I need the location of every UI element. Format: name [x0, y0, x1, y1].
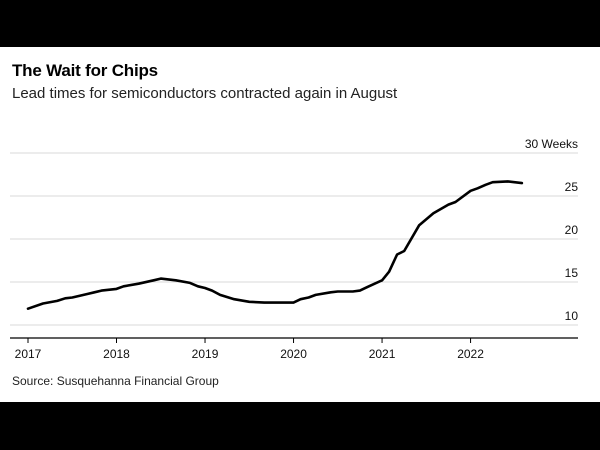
y-axis-tick-labels: 10 15 20 25 30 Weeks: [525, 137, 578, 323]
x-tick-label-2022: 2022: [457, 347, 484, 361]
y-unit-label: 30 Weeks: [525, 137, 578, 151]
gridlines: [10, 152, 578, 326]
line-chart: 10 15 20 25 30 Weeks 2017 2018 2019 2020 2021 202…: [10, 137, 578, 361]
x-tick-label-2019: 2019: [192, 347, 219, 361]
series-layer: [26, 180, 524, 311]
x-tick-label-2018: 2018: [103, 347, 130, 361]
series-line-0: [26, 180, 524, 311]
x-tick-label-2021: 2021: [369, 347, 396, 361]
chart-panel: The Wait for Chips Lead times for semico…: [0, 47, 600, 402]
chart-title: The Wait for Chips: [12, 61, 158, 80]
y-tick-label-25: 25: [565, 180, 579, 194]
x-axis-tick-labels: 2017 2018 2019 2020 2021 2022: [15, 347, 485, 361]
x-tick-label-2017: 2017: [15, 347, 42, 361]
x-tick-label-2020: 2020: [280, 347, 307, 361]
y-tick-label-15: 15: [565, 266, 579, 280]
source-note: Source: Susquehanna Financial Group: [12, 374, 219, 388]
x-axis: [10, 337, 578, 343]
y-tick-label-20: 20: [565, 223, 579, 237]
y-tick-label-10: 10: [565, 309, 579, 323]
chart-subtitle: Lead times for semiconductors contracted…: [12, 85, 398, 102]
